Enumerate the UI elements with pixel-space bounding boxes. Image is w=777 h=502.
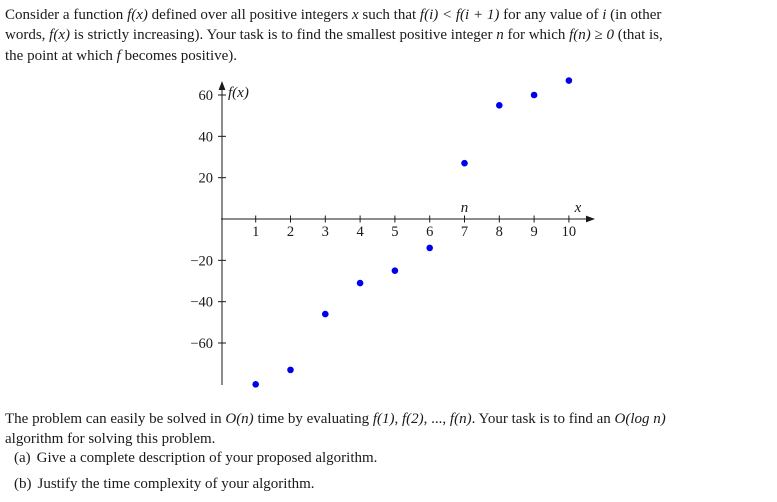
y-tick-label: −60 — [190, 336, 213, 352]
x-tick-label: 1 — [252, 224, 259, 240]
math-text: f(1) — [372, 411, 395, 427]
x-tick-label: 6 — [426, 224, 433, 240]
task-statement-paragraph: The problem can easily be solved in O(n)… — [5, 409, 666, 450]
plain-text: for which — [503, 27, 570, 44]
plain-text: The problem can easily be solved in — [5, 411, 226, 427]
x-tick-label: 9 — [530, 224, 537, 240]
scatter-point — [496, 102, 503, 109]
math-text: f — [116, 47, 121, 64]
plain-text: such that — [358, 7, 420, 23]
plain-text: , — [394, 411, 402, 427]
problem-statement-paragraph: Consider a function f(x) defined over al… — [5, 5, 663, 66]
plain-text: becomes positive). — [120, 47, 238, 64]
math-text: f(x) — [127, 7, 148, 23]
plain-text: the point at which — [5, 47, 117, 64]
text-line: Consider a function f(x) defined over al… — [5, 5, 663, 25]
x-tick-label: 5 — [391, 224, 398, 240]
plain-text: Consider a function — [5, 7, 128, 23]
math-text: n — [496, 27, 504, 44]
x-tick-label: 10 — [562, 224, 577, 240]
x-tick-label: 4 — [356, 224, 364, 240]
math-text: f(x) — [49, 27, 70, 44]
math-text: f(2) — [402, 411, 424, 427]
n-annotation-label: n — [461, 200, 469, 216]
x-tick-label: 8 — [496, 224, 503, 240]
x-tick-label: 2 — [287, 224, 294, 240]
item-a-label: (a) — [14, 450, 31, 466]
scatter-point — [322, 310, 329, 318]
y-tick-label: 20 — [199, 171, 214, 187]
scatter-point — [461, 159, 468, 167]
math-text: f(i) < f(i + 1) — [419, 7, 500, 23]
scatter-point — [252, 381, 259, 388]
math-text: f(n) ≥ 0 — [569, 27, 614, 44]
scatter-point — [426, 244, 434, 252]
plain-text: defined over all positive integers — [147, 7, 352, 23]
plain-text: words, — [5, 27, 50, 44]
text-line: the point at which f becomes positive). — [5, 46, 663, 66]
plain-text: is strictly increasing). Your task is to… — [70, 27, 497, 44]
scatter-point — [530, 91, 538, 99]
y-tick-label: 40 — [199, 129, 214, 145]
x-tick-label: 3 — [322, 224, 329, 240]
text-line: The problem can easily be solved in O(n)… — [5, 409, 666, 429]
math-text: f(n) — [449, 411, 472, 427]
item-a-text: Give a complete description of your prop… — [36, 450, 378, 466]
item-b-text: Justify the time complexity of your algo… — [37, 476, 315, 492]
plain-text: (in other — [606, 7, 662, 23]
text-line: words, f(x) is strictly increasing). You… — [5, 25, 663, 45]
scatter-point — [565, 77, 573, 84]
scatter-point — [287, 366, 294, 374]
x-axis-title: x — [574, 200, 582, 216]
item-b: (b) Justify the time complexity of your a… — [14, 476, 315, 493]
y-tick-label: −40 — [190, 295, 213, 311]
y-axis-arrow-icon — [218, 81, 226, 90]
math-text: O(n) — [225, 411, 254, 427]
y-tick-label: 60 — [199, 88, 214, 104]
math-text: O(log n) — [614, 411, 666, 427]
math-text: x — [352, 7, 359, 23]
y-axis-title: f(x) — [228, 85, 249, 101]
text-line: algorithm for solving this problem. — [5, 429, 666, 449]
scatter-point — [391, 267, 399, 274]
plain-text: , ..., — [423, 411, 450, 427]
scatter-point — [356, 279, 364, 287]
item-a: (a) Give a complete description of your p… — [14, 450, 377, 467]
plain-text: . Your task is to find an — [471, 411, 615, 427]
x-tick-label: 7 — [461, 224, 468, 240]
x-axis-arrow-icon — [586, 215, 595, 223]
y-tick-label: −20 — [190, 253, 213, 269]
math-text: i — [602, 7, 607, 23]
plain-text: (that is, — [614, 27, 663, 44]
plain-text: time by evaluating — [253, 411, 373, 427]
plain-text: for any value of — [499, 7, 603, 23]
item-b-label: (b) — [14, 476, 32, 492]
plain-text: algorithm for solving this problem. — [5, 431, 216, 448]
